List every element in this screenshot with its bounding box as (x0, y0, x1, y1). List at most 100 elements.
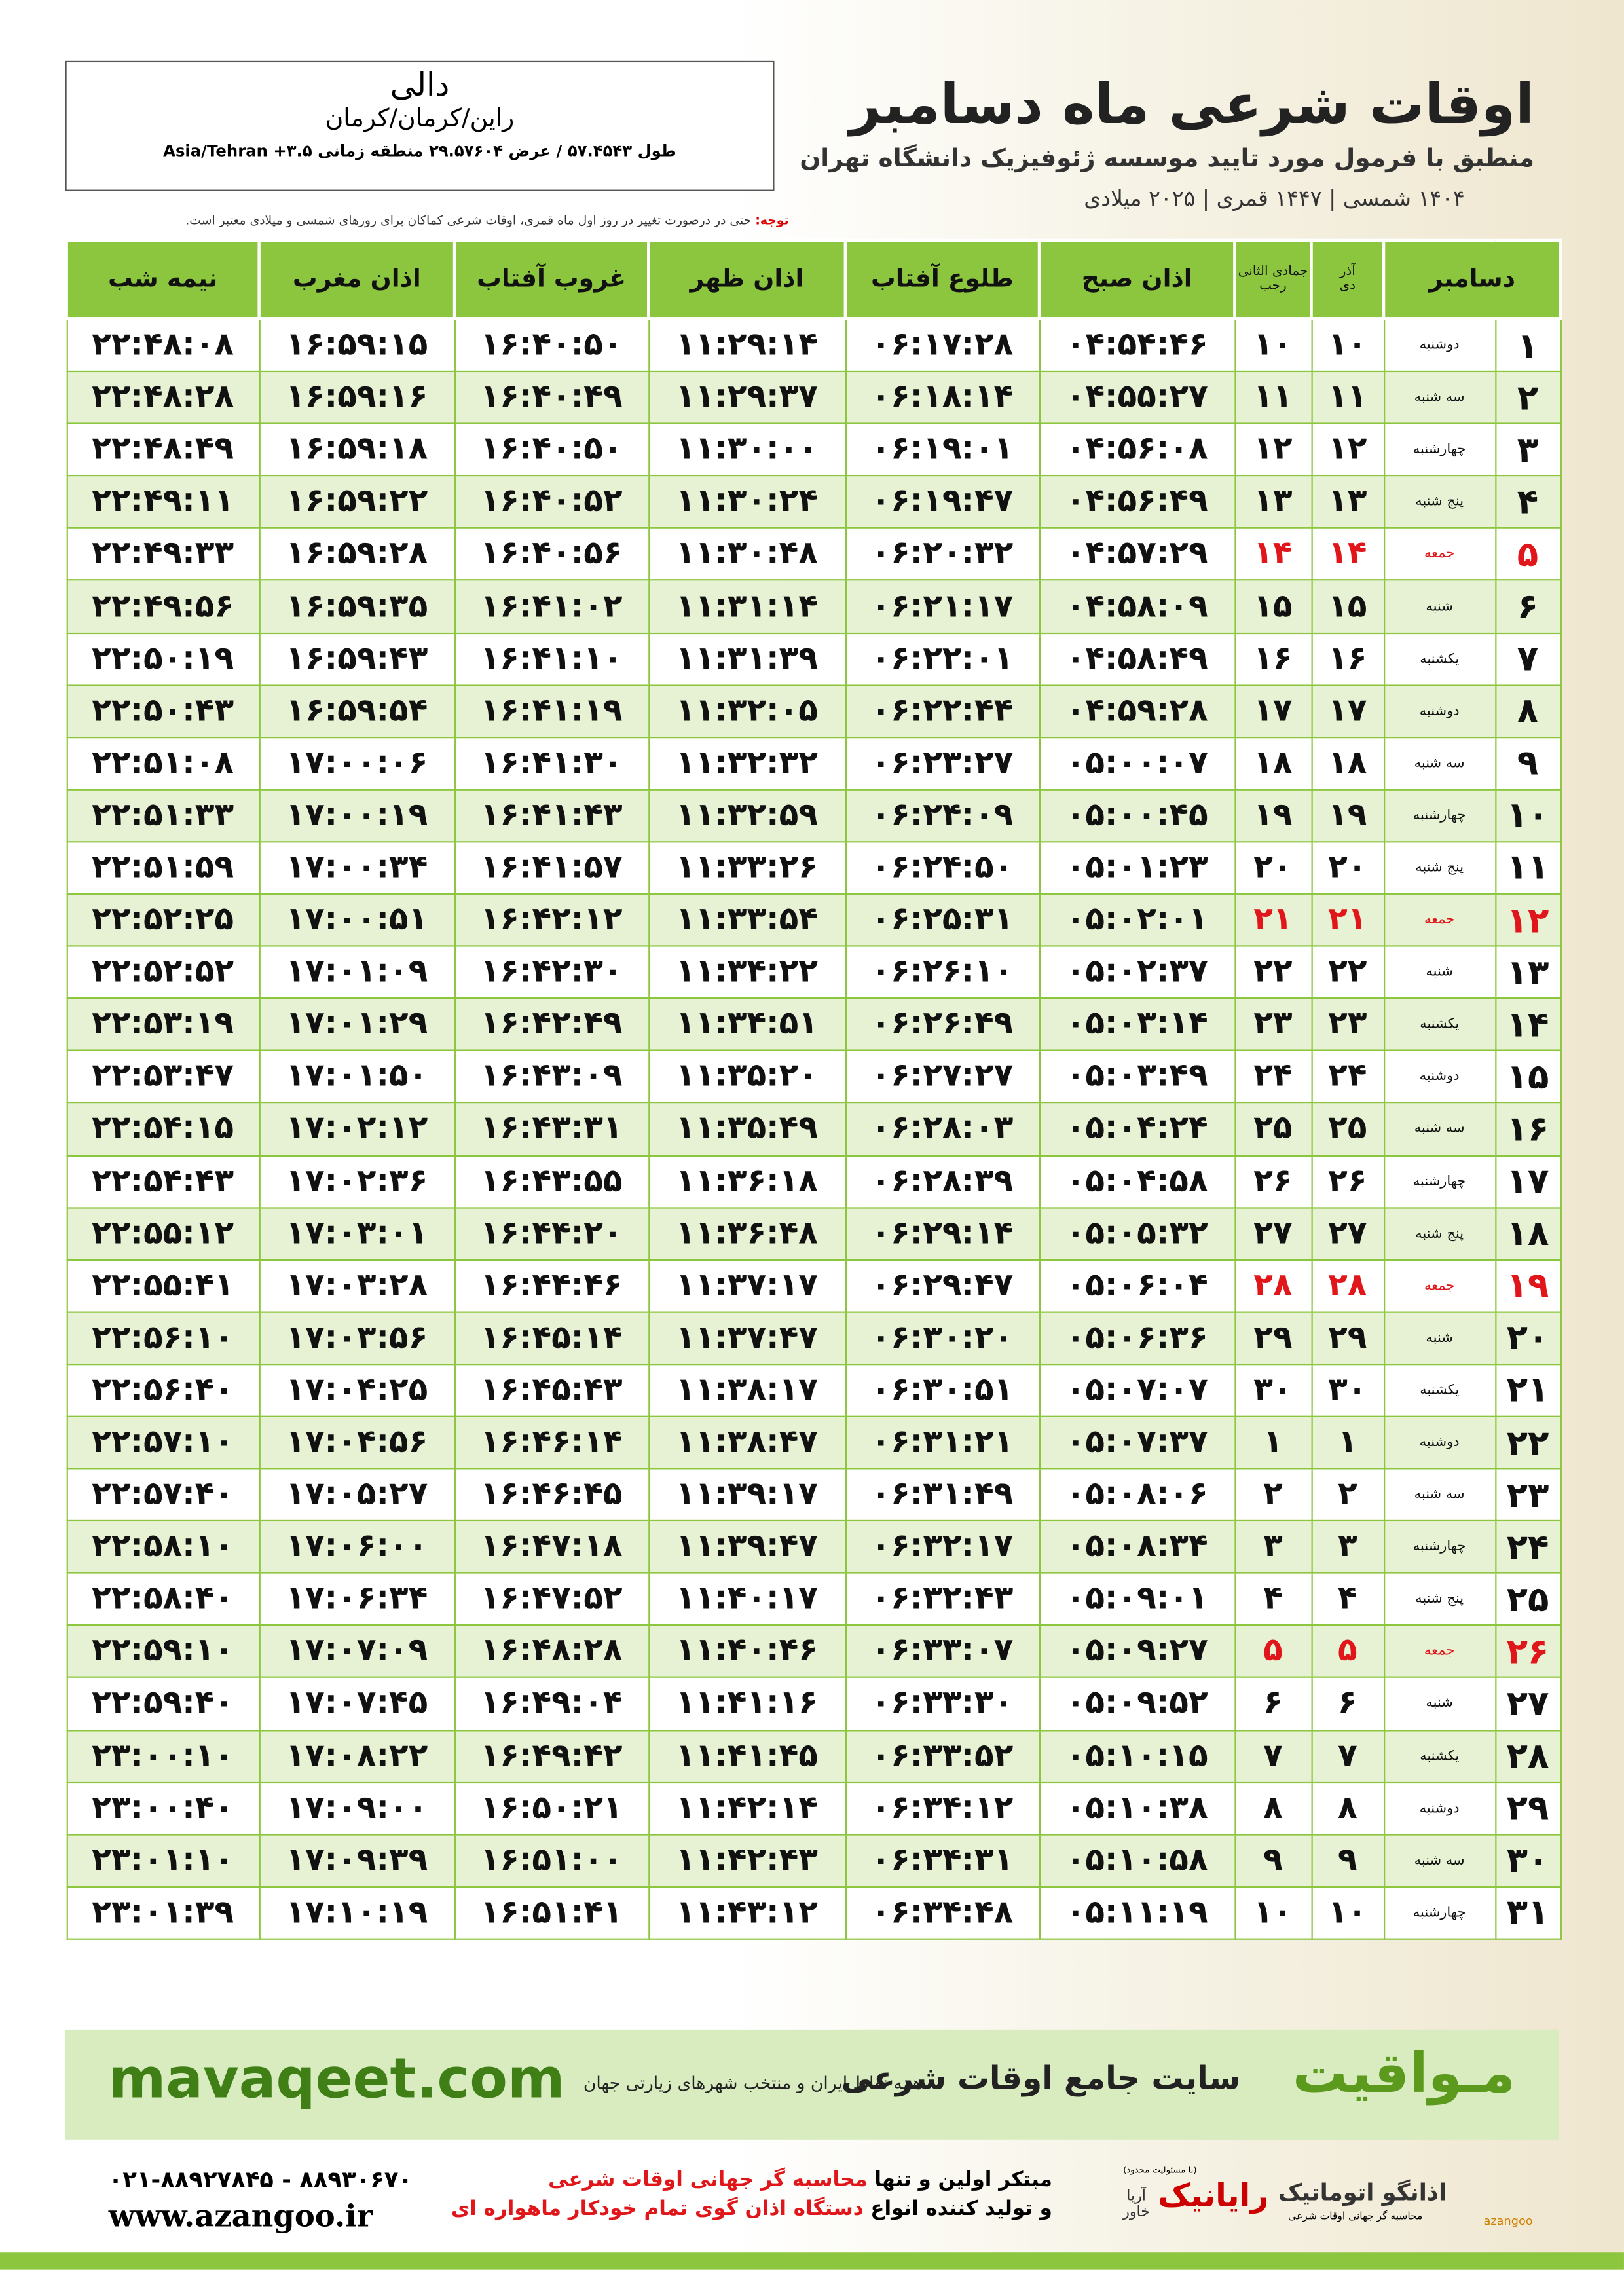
lunar-day: ۲۷ (1234, 1206, 1312, 1261)
time: ۲۲:۵۱:۳۳ (65, 789, 260, 843)
prayer-table: دسامبر آذر دی جمادی الثانی رجب اذان صبح طلو… (65, 238, 1562, 1940)
weekday: دوشنبه (1382, 1781, 1496, 1836)
time: ۱۷:۰۴:۲۵ (258, 1363, 456, 1417)
solar-day: ۱۷ (1310, 684, 1385, 738)
time: ۱۱:۳۱:۱۴ (648, 580, 846, 634)
time: ۰۵:۱۰:۳۸ (1038, 1781, 1236, 1836)
time: ۱۶:۴۷:۵۲ (453, 1572, 650, 1626)
lunar-day: ۵ (1234, 1624, 1312, 1679)
time: ۱۷:۰۹:۳۹ (258, 1833, 456, 1888)
solar-day: ۱۴ (1310, 527, 1385, 582)
day: ۲۵ (1494, 1572, 1561, 1626)
bottom-bar (0, 2252, 1624, 2270)
time: ۰۶:۳۱:۴۹ (844, 1468, 1041, 1522)
solar-day: ۱۵ (1310, 580, 1385, 634)
weekday: یکشنبه (1382, 631, 1496, 686)
day: ۲۴ (1494, 1520, 1561, 1574)
lunar-day: ۱۲ (1234, 422, 1312, 477)
time: ۰۵:۰۷:۳۷ (1038, 1415, 1236, 1470)
row: ۴ پنج شنبه ۱۳ ۱۳ ۰۴:۵۶:۴۹ ۰۶:۱۹:۴۷ ۱۱:۳۰:۲۴ ۱۶:… (65, 475, 1561, 529)
azangoo-logo: اذانگو اتوماتیک (1278, 2178, 1447, 2206)
time: ۲۲:۵۹:۱۰ (65, 1624, 260, 1679)
time: ۱۱:۴۱:۴۵ (648, 1729, 846, 1783)
day: ۱۶ (1494, 1102, 1561, 1156)
solar-day: ۲۱ (1310, 893, 1385, 947)
city: دالی (390, 67, 450, 105)
time: ۲۳:۰۱:۳۹ (65, 1886, 260, 1940)
time: ۱۱:۳۵:۲۰ (648, 1050, 846, 1104)
time: ۱۱:۳۴:۵۱ (648, 997, 846, 1052)
time: ۰۶:۳۰:۵۱ (844, 1363, 1041, 1417)
time: ۱۶:۴۱:۴۳ (453, 789, 650, 843)
lunar-day: ۸ (1234, 1781, 1312, 1836)
time: ۲۳:۰۰:۴۰ (65, 1781, 260, 1836)
day: ۲۹ (1494, 1781, 1561, 1836)
lunar-day: ۲۰ (1234, 841, 1312, 895)
time: ۰۶:۳۰:۲۰ (844, 1311, 1041, 1366)
time: ۱۷:۰۷:۴۵ (258, 1677, 456, 1731)
row: ۲۸ یکشنبه ۷ ۷ ۰۵:۱۰:۱۵ ۰۶:۳۳:۵۲ ۱۱:۴۱:۴۵ ۱۶:۴۹:… (65, 1729, 1561, 1783)
weekday: جمعه (1382, 1259, 1496, 1313)
weekday: شنبه (1382, 1311, 1496, 1366)
time: ۱۶:۴۲:۴۹ (453, 997, 650, 1052)
lunar-day: ۱ (1234, 1415, 1312, 1470)
time: ۰۶:۲۴:۵۰ (844, 841, 1041, 895)
time: ۱۷:۰۲:۱۲ (258, 1102, 456, 1156)
time: ۱۶:۴۴:۲۰ (453, 1206, 650, 1261)
time: ۰۶:۲۸:۰۳ (844, 1102, 1041, 1156)
row: ۲۱ یکشنبه ۳۰ ۳۰ ۰۵:۰۷:۰۷ ۰۶:۳۰:۵۱ ۱۱:۳۸:۱۷ ۱۶:۴… (65, 1363, 1561, 1417)
time: ۱۶:۴۲:۱۲ (453, 893, 650, 947)
row: ۳ چهارشنبه ۱۲ ۱۲ ۰۴:۵۶:۰۸ ۰۶:۱۹:۰۱ ۱۱:۳۰:۰۰ ۱۶:… (65, 422, 1561, 477)
row: ۲۵ پنج شنبه ۴ ۴ ۰۵:۰۹:۰۱ ۰۶:۳۲:۴۳ ۱۱:۴۰:۱۷ ۱۶:۴… (65, 1572, 1561, 1626)
time: ۰۶:۳۳:۵۲ (844, 1729, 1041, 1783)
time: ۰۵:۰۹:۰۱ (1038, 1572, 1236, 1626)
time: ۰۵:۰۴:۲۴ (1038, 1102, 1236, 1156)
lunar-day: ۱۳ (1234, 475, 1312, 529)
text: و تولید کننده انواع (870, 2197, 1052, 2221)
time: ۲۲:۵۲:۵۲ (65, 945, 260, 999)
time: ۰۶:۳۴:۴۸ (844, 1886, 1041, 1940)
site-url: mavaqeet.com (108, 2047, 565, 2111)
day: ۲۸ (1494, 1729, 1561, 1783)
time: ۱۶:۴۶:۴۵ (453, 1468, 650, 1522)
phone: ۰۲۱-۸۸۹۲۷۸۴۵ - ۸۸۹۳۰۶۷۰ (108, 2165, 413, 2193)
row: ۱۴ یکشنبه ۲۳ ۲۳ ۰۵:۰۳:۱۴ ۰۶:۲۶:۴۹ ۱۱:۳۴:۵۱ ۱۶:۴… (65, 997, 1561, 1052)
time: ۰۵:۰۹:۵۲ (1038, 1677, 1236, 1731)
row: ۲۴ چهارشنبه ۳ ۳ ۰۵:۰۸:۳۴ ۰۶:۳۲:۱۷ ۱۱:۳۹:۴۷ ۱۶:۴… (65, 1520, 1561, 1574)
solar-day: ۶ (1310, 1677, 1385, 1731)
time: ۱۶:۴۱:۱۹ (453, 684, 650, 738)
time: ۰۶:۱۹:۰۱ (844, 422, 1041, 477)
time: ۰۶:۲۶:۴۹ (844, 997, 1041, 1052)
day: ۳۰ (1494, 1833, 1561, 1888)
day: ۳۱ (1494, 1886, 1561, 1940)
time: ۱۱:۴۳:۱۲ (648, 1886, 846, 1940)
lunar-day: ۹ (1234, 1833, 1312, 1888)
time: ۱۷:۰۷:۰۹ (258, 1624, 456, 1679)
title: اوقات شرعی ماه دسامبر (849, 72, 1534, 136)
time: ۲۲:۴۸:۴۹ (65, 422, 260, 477)
brand: مـواقیت (1292, 2041, 1516, 2105)
row: ۱۷ چهارشنبه ۲۶ ۲۶ ۰۵:۰۴:۵۸ ۰۶:۲۸:۳۹ ۱۱:۳۶:۱۸ ۱۶… (65, 1154, 1561, 1208)
lunar-day: ۳۰ (1234, 1363, 1312, 1417)
time-header: اذان صبح (1037, 238, 1236, 320)
weekday: چهارشنبه (1382, 789, 1496, 843)
solar-day: ۲۶ (1310, 1154, 1385, 1208)
time: ۰۵:۰۶:۳۶ (1038, 1311, 1236, 1366)
location-box: دالی راین/کرمان/کرمان طول ۵۷.۴۵۴۳ / عرض … (65, 60, 775, 191)
solar-day: ۱۰ (1310, 318, 1385, 373)
day: ۲۰ (1494, 1311, 1561, 1366)
lunar-day: ۷ (1234, 1729, 1312, 1783)
time: ۲۲:۴۹:۱۱ (65, 475, 260, 529)
row: ۱۹ جمعه ۲۸ ۲۸ ۰۵:۰۶:۰۴ ۰۶:۲۹:۴۷ ۱۱:۳۷:۱۷ ۱۶:۴۴:… (65, 1259, 1561, 1313)
time: ۰۵:۰۲:۰۱ (1038, 893, 1236, 947)
time: ۰۶:۳۲:۱۷ (844, 1520, 1041, 1574)
footer-line: مبتکر اولین و تنها محاسبه گر جهانی اوقات… (548, 2168, 1052, 2191)
day: ۱۷ (1494, 1154, 1561, 1208)
lunar-day: ۱۸ (1234, 736, 1312, 791)
row: ۹ سه شنبه ۱۸ ۱۸ ۰۵:۰۰:۰۷ ۰۶:۲۳:۲۷ ۱۱:۳۲:۳۲ ۱۶:۴… (65, 736, 1561, 791)
time: ۱۱:۴۲:۴۳ (648, 1833, 846, 1888)
note: توجه: حتی در درصورت تغییر در روز اول ماه… (65, 214, 788, 229)
solar-day: ۱ (1310, 1415, 1385, 1470)
weekday: شنبه (1382, 580, 1496, 634)
tagline: همه نقاط ایران و منتخب شهرهای زیارتی جها… (583, 2073, 922, 2094)
